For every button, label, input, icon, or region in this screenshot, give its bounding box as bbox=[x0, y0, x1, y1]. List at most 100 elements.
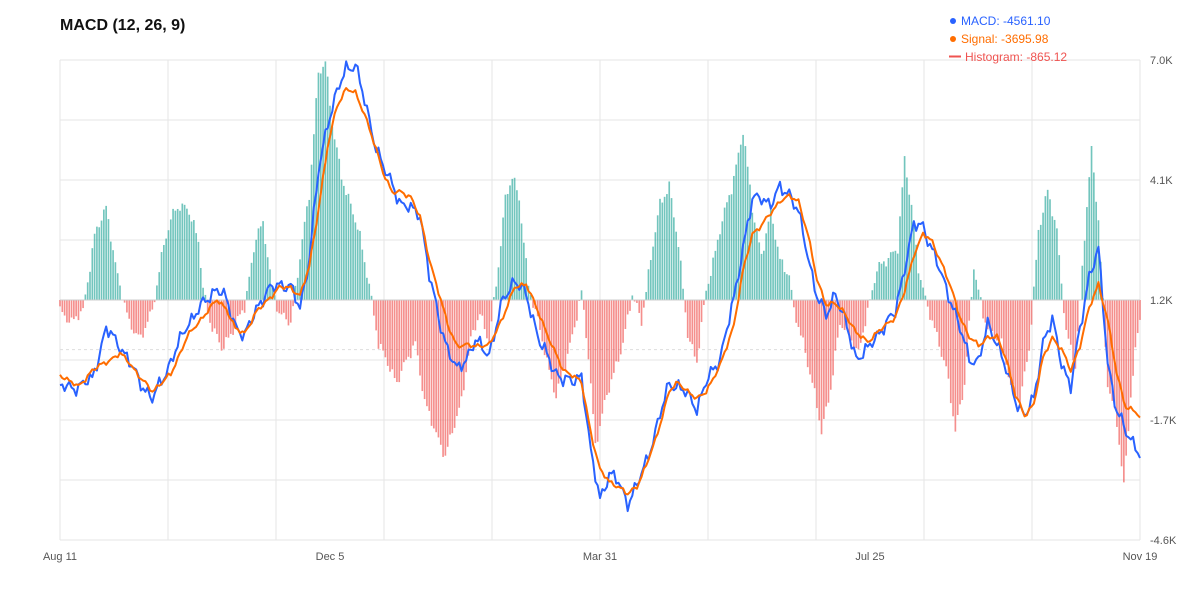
histogram-bar bbox=[513, 177, 516, 300]
histogram-bar bbox=[1081, 265, 1084, 300]
histogram-bar bbox=[1088, 177, 1091, 300]
histogram-bar bbox=[105, 205, 107, 300]
histogram-bar bbox=[467, 300, 470, 356]
histogram-bar bbox=[1125, 300, 1127, 456]
histogram-bar bbox=[631, 295, 634, 300]
histogram-bar bbox=[135, 300, 137, 334]
histogram-bar bbox=[943, 300, 945, 361]
histogram-bar bbox=[243, 300, 246, 313]
histogram-bar bbox=[797, 300, 800, 327]
y-tick-label: -1.7K bbox=[1150, 415, 1177, 427]
histogram-bar bbox=[250, 262, 253, 300]
histogram-bar bbox=[144, 300, 147, 328]
histogram-bar bbox=[813, 300, 816, 389]
histogram-bar bbox=[393, 300, 396, 379]
histogram-bar bbox=[742, 134, 744, 300]
histogram-bar bbox=[643, 300, 645, 308]
histogram-bar bbox=[428, 300, 431, 411]
histogram-bar bbox=[576, 300, 578, 321]
histogram-bar bbox=[354, 222, 357, 300]
histogram-bar bbox=[1072, 300, 1074, 361]
histogram-bar bbox=[1139, 300, 1141, 320]
histogram-bar bbox=[400, 300, 403, 371]
histogram-bar bbox=[349, 203, 352, 300]
histogram-bar bbox=[793, 300, 795, 308]
histogram-bar bbox=[954, 300, 957, 432]
histogram-bar bbox=[656, 215, 659, 300]
histogram-bar bbox=[509, 185, 511, 300]
histogram-bar bbox=[527, 285, 530, 300]
histogram-bar bbox=[469, 300, 472, 337]
histogram-bar bbox=[696, 300, 698, 363]
histogram-bar bbox=[709, 275, 712, 300]
histogram-bar bbox=[1049, 199, 1051, 300]
histogram-bar bbox=[416, 300, 419, 356]
histogram-bar bbox=[255, 239, 257, 300]
histogram-bar bbox=[857, 300, 860, 350]
x-axis: Aug 11 Dec 5 Mar 31 Jul 25 Nov 19 bbox=[43, 551, 1157, 563]
histogram-bar bbox=[262, 221, 264, 300]
histogram-bar bbox=[146, 300, 149, 322]
histogram-bar bbox=[566, 300, 569, 354]
histogram-bar bbox=[663, 196, 666, 300]
histogram-bar bbox=[479, 300, 481, 315]
histogram-bar bbox=[1076, 300, 1079, 332]
histogram-bar bbox=[546, 300, 548, 358]
histogram-bar bbox=[769, 207, 772, 300]
histogram-bar bbox=[481, 300, 484, 316]
histogram-bar bbox=[465, 300, 467, 373]
histogram-bar bbox=[389, 300, 391, 372]
histogram-bar bbox=[1127, 300, 1130, 432]
histogram-bar bbox=[661, 202, 664, 300]
histogram-bar bbox=[825, 300, 827, 407]
histogram-bar bbox=[880, 263, 883, 300]
histogram-bar bbox=[1033, 286, 1035, 300]
histogram-bar bbox=[225, 300, 227, 338]
histogram-bar bbox=[763, 250, 765, 300]
legend-histogram-marker bbox=[949, 55, 961, 58]
histogram-bar bbox=[287, 300, 290, 326]
histogram-bar bbox=[853, 300, 855, 350]
histogram-bar bbox=[336, 147, 338, 300]
histogram-bar bbox=[114, 262, 117, 300]
histogram-bar bbox=[276, 300, 278, 312]
histogram-bar bbox=[938, 300, 941, 347]
histogram-bar bbox=[802, 300, 804, 338]
histogram-bar bbox=[386, 300, 389, 366]
histogram-bar bbox=[472, 300, 474, 330]
histogram-bar bbox=[596, 300, 599, 442]
histogram-bar bbox=[726, 202, 728, 300]
histogram-bar bbox=[548, 300, 551, 370]
histogram-bar bbox=[259, 226, 262, 300]
histogram-bar bbox=[273, 295, 276, 300]
histogram-bar bbox=[712, 257, 714, 300]
histogram-bar bbox=[213, 300, 216, 329]
histogram-bar bbox=[518, 200, 521, 300]
histogram-bar bbox=[377, 300, 380, 349]
histogram-bar bbox=[474, 300, 477, 331]
histogram-bar bbox=[901, 187, 904, 300]
histogram-bar bbox=[562, 300, 564, 371]
histogram-bar bbox=[70, 300, 73, 318]
histogram-bar bbox=[804, 300, 807, 353]
histogram-bar bbox=[139, 300, 142, 335]
histogram-bar bbox=[63, 300, 66, 316]
histogram-bar bbox=[820, 300, 823, 435]
histogram-bar bbox=[435, 300, 437, 433]
histogram-bar bbox=[430, 300, 433, 426]
histogram-bar bbox=[278, 300, 281, 314]
histogram-bar bbox=[412, 300, 414, 346]
histogram-bar bbox=[329, 105, 331, 300]
histogram-bar bbox=[495, 286, 497, 300]
histogram-bar bbox=[592, 300, 594, 415]
histogram-bar bbox=[622, 300, 624, 343]
histogram-bar bbox=[223, 300, 225, 349]
histogram-bar bbox=[603, 300, 606, 400]
histogram-bar bbox=[926, 300, 929, 307]
histogram-bar bbox=[246, 290, 248, 300]
histogram-bar bbox=[142, 300, 144, 338]
histogram-bar bbox=[112, 250, 114, 300]
histogram-bar bbox=[123, 300, 126, 303]
histogram-bar bbox=[645, 291, 647, 300]
histogram-bar bbox=[703, 300, 705, 306]
